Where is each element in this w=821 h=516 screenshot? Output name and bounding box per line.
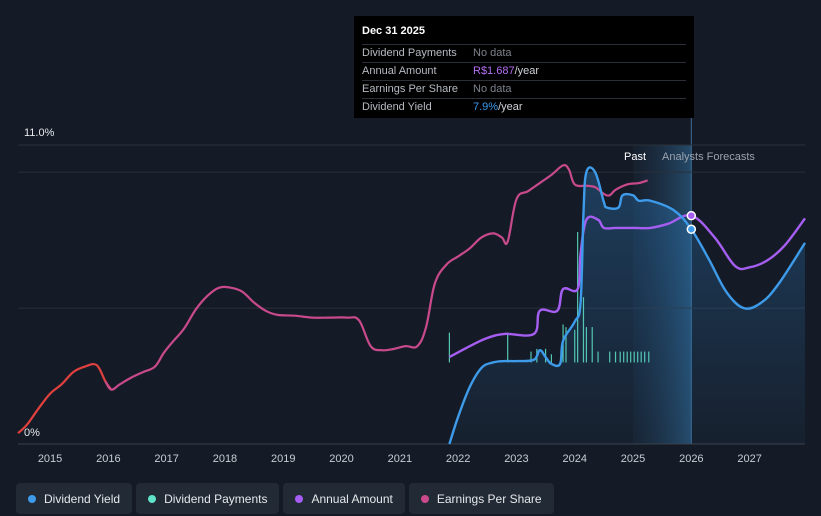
x-tick-label: 2021 [388,453,412,465]
y-axis-min-label: 0% [24,427,40,439]
tooltip-row-annual-amount: Annual Amount R$1.687/year [362,62,686,80]
annual-amount-value: R$1.687 [473,65,515,77]
annual-amount-suffix: /year [514,65,540,77]
legend-label: Annual Amount [311,491,393,506]
legend-label: Dividend Yield [44,491,121,506]
legend-dot-icon [28,494,36,503]
legend-dividend-payments[interactable]: Dividend Payments [136,483,280,514]
x-tick-label: 2022 [446,453,470,465]
legend-dot-icon [295,494,304,503]
legend-dot-icon [420,494,429,503]
tooltip-row-value: 7.9%/year [473,99,523,116]
tooltip-date: Dec 31 2025 [362,25,425,37]
chart-legend: Dividend Yield Dividend Payments Annual … [16,483,554,514]
x-tick-label: 2023 [504,453,528,465]
annual-amount-line [448,214,806,359]
tooltip-row-label: Dividend Payments [362,47,457,59]
tooltip-row-dividend-payments: Dividend Payments No data [362,44,686,62]
legend-dividend-yield[interactable]: Dividend Yield [16,483,133,514]
legend-annual-amount[interactable]: Annual Amount [283,483,405,514]
legend-dot-icon [148,494,157,503]
x-tick-label: 2026 [679,453,703,465]
chart-tooltip: Dec 31 2025 Dividend Payments No data An… [354,16,694,118]
tooltip-row-value: No data [473,83,512,95]
legend-earnings-per-share[interactable]: Earnings Per Share [408,483,554,514]
legend-label: Dividend Payments [164,491,268,506]
earnings-per-share-line-negative-growth [17,362,113,434]
tooltip-row-value: R$1.687/year [473,63,539,80]
tooltip-row-label: Dividend Yield [362,101,432,113]
dividend-chart: 11.0% 0% 2015 2016 2017 2018 2019 2020 2021 2022 2… [17,118,807,465]
dividend-yield-line [448,166,807,445]
dividend-yield-value: 7.9% [473,101,499,113]
earnings-per-share-line [104,164,648,391]
legend-label: Earnings Per Share [436,491,542,506]
x-tick-label: 2027 [737,453,761,465]
annual-amount-cursor-dot [686,210,697,221]
x-tick-label: 2019 [271,453,295,465]
dividend-yield-area [449,172,805,444]
dividend-yield-suffix: /year [498,101,523,113]
x-tick-label: 2020 [329,453,353,465]
x-tick-label: 2024 [562,453,586,465]
dividend-yield-cursor-dot [686,224,697,235]
tooltip-row-value: No data [473,47,512,59]
tooltip-row-label: Annual Amount [362,65,437,77]
x-tick-label: 2017 [154,453,178,465]
x-tick-label: 2025 [621,453,645,465]
tooltip-row-earnings-per-share: Earnings Per Share No data [362,80,686,98]
x-tick-label: 2018 [213,453,237,465]
x-tick-label: 2015 [38,453,62,465]
forecast-label: Analysts Forecasts [662,151,755,163]
tooltip-row-dividend-yield: Dividend Yield 7.9%/year [362,98,686,116]
past-label: Past [624,151,646,163]
tooltip-row-label: Earnings Per Share [362,83,458,95]
y-axis-max-label: 11.0% [24,127,55,139]
x-tick-label: 2016 [96,453,120,465]
